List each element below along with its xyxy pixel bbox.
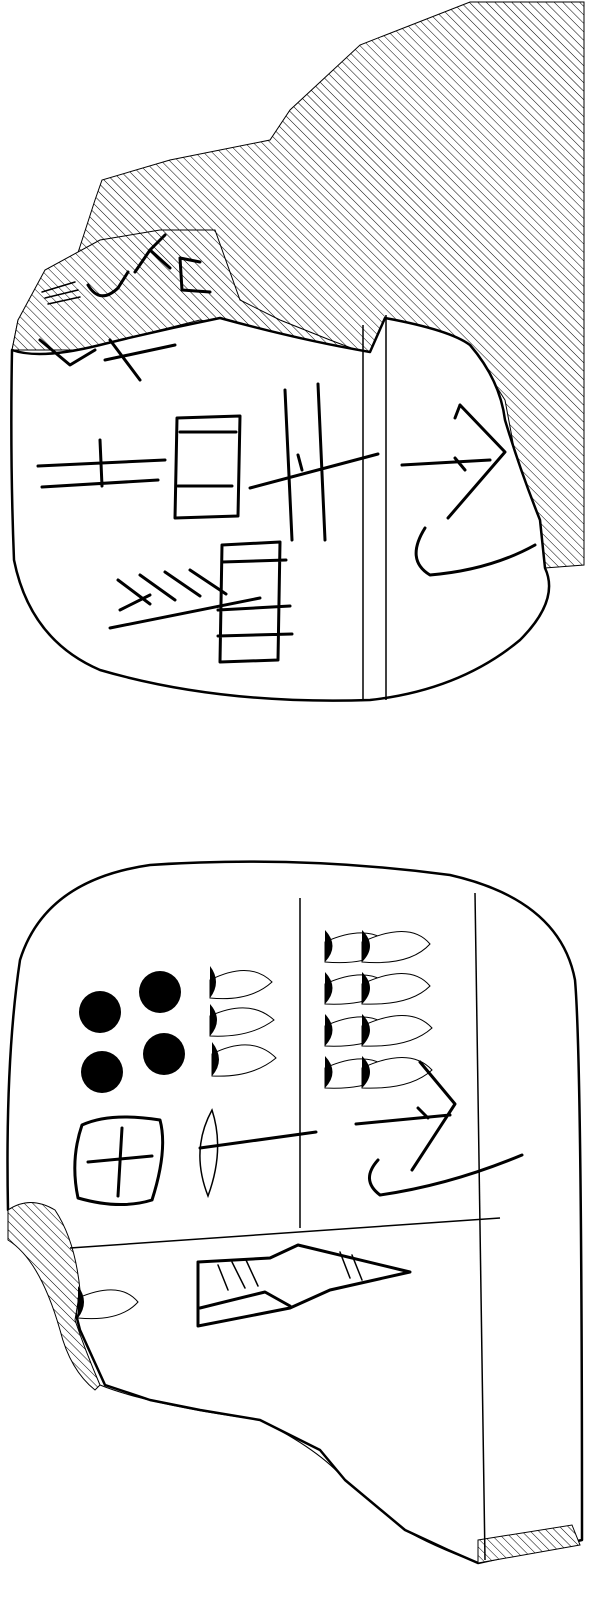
numeral-circles [79,971,185,1093]
numeral-cups-left [209,966,277,1077]
rule-h1 [69,1217,501,1249]
sign-box-lower [216,540,294,664]
numeral-cup-lower [77,1286,139,1320]
tablet-top-view [10,1,585,702]
sign-box [173,414,242,520]
sign-tree [108,568,262,630]
tablet-surface-reverse [6,860,584,1565]
sign-boxed-cross [73,1115,165,1207]
tablet-bottom-view [6,860,584,1565]
sign-angle-reverse [354,1060,524,1197]
sign-strokes [248,382,380,542]
tablet-surface [10,316,551,702]
damaged-corner [477,1524,581,1564]
sign-lower-composite [196,1243,412,1328]
sign-spindle [198,1108,318,1199]
numeral-cups-grid [324,930,433,1089]
sign-angle [400,403,537,577]
damaged-area-reverse [7,1202,101,1391]
sign-cross [36,438,167,489]
rule-v2 [474,892,486,1561]
broken-signs [38,233,212,382]
lower-edge [99,1384,479,1564]
